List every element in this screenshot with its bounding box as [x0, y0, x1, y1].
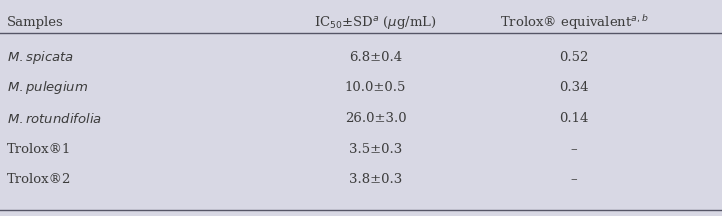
Text: –: – [570, 173, 578, 186]
Text: 3.5±0.3: 3.5±0.3 [349, 143, 402, 156]
Text: Trolox®2: Trolox®2 [7, 173, 71, 186]
Text: Trolox®1: Trolox®1 [7, 143, 71, 156]
Text: 6.8±0.4: 6.8±0.4 [349, 51, 402, 64]
Text: Trolox® equivalent$^{a,b}$: Trolox® equivalent$^{a,b}$ [500, 13, 648, 32]
Text: Samples: Samples [7, 16, 64, 29]
Text: IC$_{50}$$\pm$SD$^{a}$ ($\mu$g/mL): IC$_{50}$$\pm$SD$^{a}$ ($\mu$g/mL) [314, 14, 437, 31]
Text: 26.0±3.0: 26.0±3.0 [344, 112, 406, 125]
Text: 0.34: 0.34 [560, 81, 588, 94]
Text: $\it{M. rotundifolia}$: $\it{M. rotundifolia}$ [7, 112, 103, 125]
Text: $\it{M. spicata}$: $\it{M. spicata}$ [7, 49, 74, 66]
Text: 3.8±0.3: 3.8±0.3 [349, 173, 402, 186]
Text: $\it{M. pulegium}$: $\it{M. pulegium}$ [7, 79, 89, 96]
Text: 0.14: 0.14 [560, 112, 588, 125]
Text: –: – [570, 143, 578, 156]
Text: 10.0±0.5: 10.0±0.5 [344, 81, 406, 94]
Text: 0.52: 0.52 [560, 51, 588, 64]
